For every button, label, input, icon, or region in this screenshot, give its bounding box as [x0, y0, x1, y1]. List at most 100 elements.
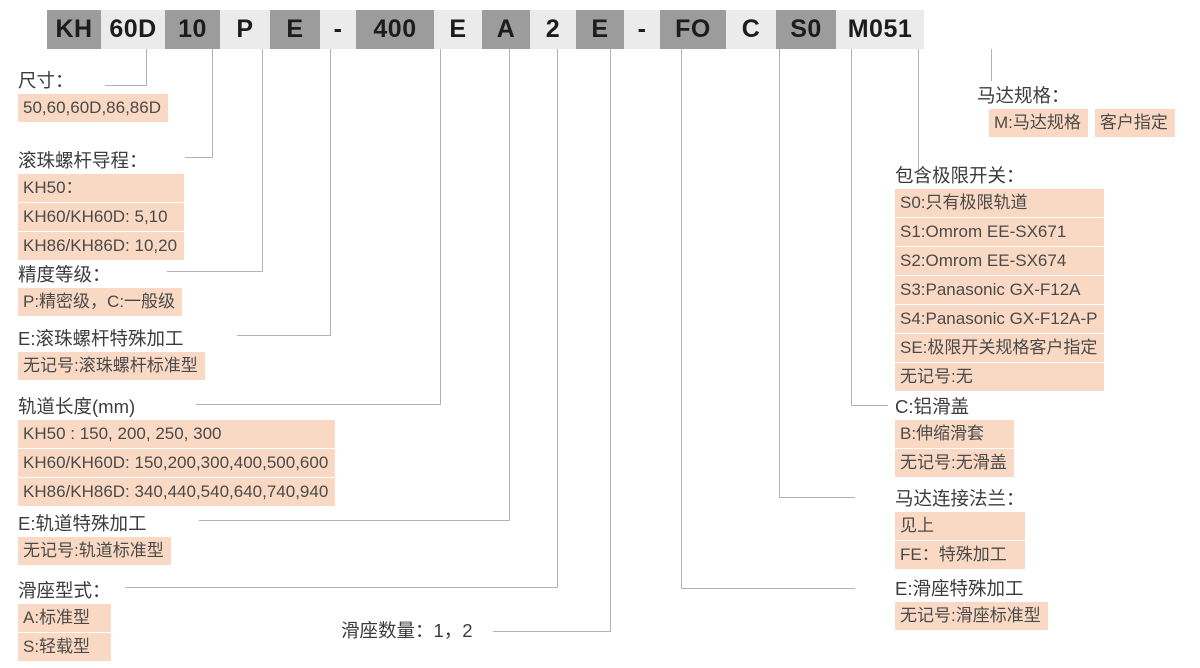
annotation-motor-spec-options: M:马达规格 客户指定	[989, 109, 1175, 138]
option-chip: KH50：	[18, 174, 185, 202]
annotation-rail-length-options: KH50 : 150, 200, 250, 300 KH60/KH60D: 150…	[18, 420, 336, 506]
annotation-limit-switch-title: 包含极限开关：	[895, 165, 1025, 186]
leader-line-precision	[262, 49, 263, 271]
option-chip: KH86/KH86D: 10,20	[18, 232, 185, 260]
option-chip: KH60/KH60D: 150,200,300,400,500,600	[18, 449, 336, 477]
annotation-slide-machining-title: E:滑座特殊加工	[895, 578, 1024, 599]
annotation-lead-title: 滚珠螺杆导程：	[18, 150, 148, 171]
annotation-size-options: 50,60,60D,86,86D	[18, 94, 168, 122]
code-segment-15[interactable]: M051	[836, 10, 924, 49]
leader-line-motor-spec	[991, 49, 992, 81]
option-chip: S2:Omrom EE-SX674	[895, 247, 1105, 275]
option-chip: SE:极限开关规格客户指定	[895, 334, 1105, 362]
leader-line-slide-machining	[681, 49, 682, 588]
code-segment-3[interactable]: P	[220, 10, 270, 49]
code-segment-12[interactable]: FO	[660, 10, 726, 49]
leader-line-rail-length-h	[196, 404, 441, 405]
leader-line-screw-machining	[330, 49, 331, 335]
option-chip: 50,60,60D,86,86D	[18, 94, 168, 122]
leader-line-screw-machining-h	[237, 335, 331, 336]
annotation-ball-screw-lead: 滚珠螺杆导程： KH50： KH60/KH60D: 5,10 KH86/KH86D:…	[18, 148, 185, 261]
code-segment-9[interactable]: 2	[530, 10, 576, 49]
option-chip: FE：特殊加工	[895, 541, 1025, 569]
leader-line-lead	[212, 49, 213, 157]
leader-line-cover-h	[851, 405, 888, 406]
code-segment-4[interactable]: E	[270, 10, 320, 49]
annotation-screw-machining: E:滚珠螺杆特殊加工 无记号:滚珠螺杆标准型	[18, 326, 205, 381]
option-chip: B:伸缩滑套	[895, 420, 1014, 448]
annotation-cover-options: B:伸缩滑套 无记号:无滑盖	[895, 420, 1014, 477]
option-chip: KH86/KH86D: 340,440,540,640,740,940	[18, 478, 336, 506]
annotation-slide-machining-options: 无记号:滑座标准型	[895, 602, 1048, 630]
leader-line-motor-flange-h	[779, 497, 855, 498]
annotation-rail-length: 轨道长度(mm) KH50 : 150, 200, 250, 300 KH60/K…	[18, 394, 336, 507]
leader-line-cover	[851, 49, 852, 405]
leader-line-size	[146, 49, 147, 85]
code-segment-11[interactable]: -	[624, 10, 660, 49]
option-chip: 无记号:滑座标准型	[895, 602, 1048, 630]
annotation-size-title: 尺寸：	[18, 70, 74, 91]
option-chip: KH50 : 150, 200, 250, 300	[18, 420, 336, 448]
leader-line-rail-length	[440, 49, 441, 404]
annotation-slide-type-title: 滑座型式：	[18, 580, 111, 601]
annotation-cover-title: C:铝滑盖	[895, 396, 970, 417]
annotation-slide-machining: E:滑座特殊加工 无记号:滑座标准型	[895, 576, 1048, 631]
annotation-precision-title: 精度等级：	[18, 264, 111, 285]
annotation-lead-options: KH50： KH60/KH60D: 5,10 KH86/KH86D: 10,20	[18, 174, 185, 260]
option-chip: A:标准型	[18, 604, 111, 632]
annotation-precision-grade: 精度等级： P:精密级，C:一般级	[18, 262, 183, 317]
option-chip: 客户指定	[1094, 109, 1175, 137]
code-segment-2[interactable]: 10	[165, 10, 220, 49]
code-segment-1[interactable]: 60D	[101, 10, 165, 49]
code-segment-13[interactable]: C	[726, 10, 776, 49]
code-segment-7[interactable]: E	[434, 10, 482, 49]
option-chip: 无记号:无滑盖	[895, 449, 1014, 477]
option-chip: 无记号:无	[895, 363, 1105, 391]
code-segment-8[interactable]: A	[482, 10, 530, 49]
annotation-rail-machining-options: 无记号:轨道标准型	[18, 537, 171, 565]
leader-line-motor-flange	[779, 49, 780, 497]
option-chip: S:轻载型	[18, 633, 111, 661]
annotation-slide-quantity-title: 滑座数量：1，2	[341, 620, 473, 641]
leader-line-rail-machining	[509, 49, 510, 520]
leader-line-slide-type	[557, 49, 558, 587]
option-chip: S3:Panasonic GX-F12A	[895, 276, 1105, 304]
annotation-rail-length-title: 轨道长度(mm)	[18, 396, 136, 417]
leader-line-lead-h	[185, 157, 213, 158]
option-chip: S1:Omrom EE-SX671	[895, 218, 1105, 246]
leader-line-rail-machining-h	[199, 520, 510, 521]
annotation-motor-flange-title: 马达连接法兰：	[895, 488, 1025, 509]
leader-line-slide-qty	[610, 49, 611, 631]
annotation-precision-options: P:精密级，C:一般级	[18, 288, 183, 316]
option-chip: 见上	[895, 512, 1025, 540]
annotation-slide-type: 滑座型式： A:标准型 S:轻载型	[18, 578, 111, 662]
model-code-strip: KH 60D 10 P E -400 E A 2 E - FO C S0 M051	[47, 10, 924, 49]
option-chip: M:马达规格	[989, 109, 1088, 137]
leader-line-slide-qty-h	[493, 631, 611, 632]
annotation-motor-flange-options: 见上 FE：特殊加工	[895, 512, 1025, 569]
option-chip: 无记号:轨道标准型	[18, 537, 171, 565]
option-chip: KH60/KH60D: 5,10	[18, 203, 185, 231]
annotation-limit-switch-options: S0:只有极限轨道 S1:Omrom EE-SX671 S2:Omrom EE-SX…	[895, 189, 1105, 391]
option-chip: S0:只有极限轨道	[895, 189, 1105, 217]
code-segment-0[interactable]: KH	[47, 10, 101, 49]
annotation-rail-machining: E:轨道特殊加工 无记号:轨道标准型	[18, 511, 171, 566]
code-segment-14[interactable]: S0	[776, 10, 836, 49]
annotation-screw-machining-title: E:滚珠螺杆特殊加工	[18, 328, 184, 349]
annotation-size: 尺寸： 50,60,60D,86,86D	[18, 68, 168, 123]
option-chip: S4:Panasonic GX-F12A-P	[895, 305, 1105, 333]
code-segment-6[interactable]: 400	[356, 10, 434, 49]
annotation-rail-machining-title: E:轨道特殊加工	[18, 513, 147, 534]
code-segment-10[interactable]: E	[576, 10, 624, 49]
leader-line-precision-h	[167, 271, 263, 272]
leader-line-size-h	[105, 85, 147, 86]
leader-line-limit-switch	[918, 49, 919, 174]
annotation-cover: C:铝滑盖 B:伸缩滑套 无记号:无滑盖	[895, 394, 1014, 478]
annotation-screw-machining-options: 无记号:滚珠螺杆标准型	[18, 352, 205, 380]
code-segment-5[interactable]: -	[320, 10, 356, 49]
annotation-slide-type-options: A:标准型 S:轻载型	[18, 604, 111, 661]
annotation-motor-spec-title: 马达规格：	[977, 85, 1070, 106]
annotation-limit-switch: 包含极限开关： S0:只有极限轨道 S1:Omrom EE-SX671 S2:Omr…	[895, 163, 1105, 392]
annotation-motor-flange: 马达连接法兰： 见上 FE：特殊加工	[895, 486, 1025, 570]
